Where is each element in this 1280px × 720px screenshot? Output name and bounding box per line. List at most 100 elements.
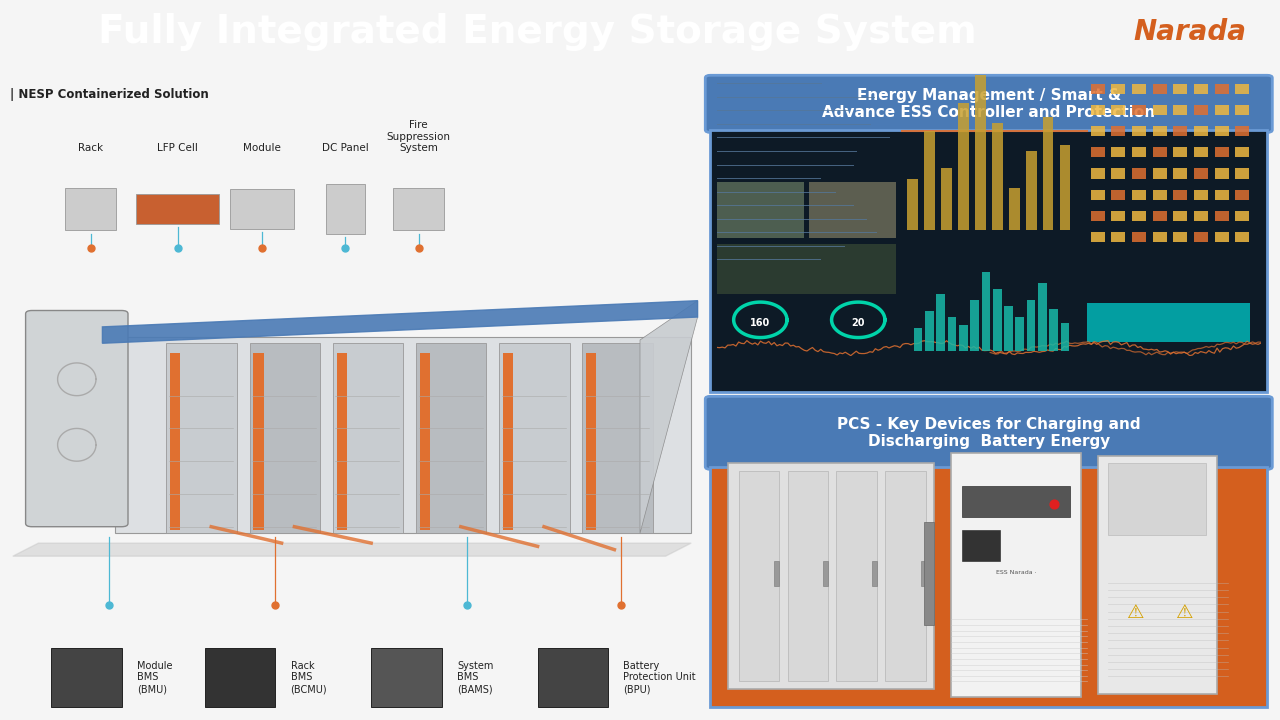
Text: Energy Management / Smart &
Advance ESS Controller and Protection: Energy Management / Smart & Advance ESS … <box>822 88 1156 120</box>
Bar <box>717 182 804 238</box>
Bar <box>1174 126 1188 136</box>
Bar <box>1091 126 1105 136</box>
Bar <box>710 467 1267 707</box>
Bar <box>1174 105 1188 115</box>
Bar <box>499 343 570 534</box>
Bar <box>1194 126 1208 136</box>
Bar <box>538 648 608 707</box>
Bar <box>1215 84 1229 94</box>
Bar <box>1111 105 1125 115</box>
Bar <box>229 189 293 228</box>
Bar <box>1194 211 1208 221</box>
Bar <box>1038 283 1047 351</box>
Bar <box>1009 188 1020 230</box>
Bar <box>924 522 934 625</box>
Bar <box>1152 126 1166 136</box>
Bar <box>1235 105 1249 115</box>
Text: ⚠: ⚠ <box>1176 603 1193 621</box>
Bar <box>1194 84 1208 94</box>
Bar <box>1132 126 1146 136</box>
Text: Module: Module <box>243 143 280 153</box>
Bar <box>326 184 365 233</box>
Bar <box>333 343 403 534</box>
Bar <box>1152 168 1166 179</box>
Bar <box>1111 211 1125 221</box>
Bar <box>1152 189 1166 199</box>
Bar <box>337 353 347 530</box>
Text: DC Panel: DC Panel <box>323 143 369 153</box>
Bar <box>170 353 180 530</box>
Bar <box>1152 105 1166 115</box>
Bar <box>1215 232 1229 242</box>
Bar <box>1235 211 1249 221</box>
Bar <box>250 343 320 534</box>
Bar <box>1060 145 1070 230</box>
Bar <box>1015 317 1024 351</box>
Bar <box>924 131 934 230</box>
Text: Narada: Narada <box>1134 19 1247 46</box>
Bar <box>1152 148 1166 158</box>
Bar <box>941 168 952 230</box>
Bar <box>371 648 442 707</box>
Bar <box>1174 148 1188 158</box>
Text: Fire
Suppression
System: Fire Suppression System <box>387 120 451 153</box>
Bar <box>1132 189 1146 199</box>
Bar <box>1235 126 1249 136</box>
Bar <box>51 648 122 707</box>
Text: System
BMS
(BAMS): System BMS (BAMS) <box>457 661 493 694</box>
Bar <box>951 453 1082 697</box>
Bar <box>1235 148 1249 158</box>
Text: | NESP Containerized Solution: | NESP Containerized Solution <box>10 88 209 101</box>
Bar <box>1091 84 1105 94</box>
Bar <box>1111 126 1125 136</box>
Bar <box>1235 232 1249 242</box>
Text: 20: 20 <box>851 318 865 328</box>
Bar <box>253 353 264 530</box>
Bar <box>1087 303 1251 342</box>
Bar <box>1091 211 1105 221</box>
Bar <box>920 561 927 587</box>
Bar <box>1111 232 1125 242</box>
Bar <box>1194 232 1208 242</box>
Bar <box>416 343 486 534</box>
Bar <box>420 353 430 530</box>
Bar <box>586 353 596 530</box>
Bar <box>1111 189 1125 199</box>
Bar <box>1194 168 1208 179</box>
Bar <box>914 328 923 351</box>
Bar <box>1043 117 1053 230</box>
Bar <box>975 75 986 230</box>
Bar <box>1091 105 1105 115</box>
Bar <box>970 300 979 351</box>
Bar <box>1235 189 1249 199</box>
Bar <box>1132 105 1146 115</box>
Bar <box>1235 168 1249 179</box>
Bar <box>1152 211 1166 221</box>
Bar <box>1174 232 1188 242</box>
Bar <box>961 530 1000 561</box>
Bar <box>166 343 237 534</box>
Bar <box>1215 189 1229 199</box>
Bar <box>1235 84 1249 94</box>
Bar <box>1061 323 1069 351</box>
Bar <box>837 471 877 681</box>
Bar <box>717 244 896 294</box>
Bar <box>1098 456 1217 694</box>
Bar <box>908 179 918 230</box>
Bar <box>1091 168 1105 179</box>
Text: Rack
BMS
(BCMU): Rack BMS (BCMU) <box>291 661 328 694</box>
Bar <box>1111 148 1125 158</box>
Bar <box>1108 463 1207 535</box>
Bar <box>65 188 116 230</box>
Text: PCS - Key Devices for Charging and
Discharging  Battery Energy: PCS - Key Devices for Charging and Disch… <box>837 417 1140 449</box>
Bar <box>937 294 945 351</box>
Bar <box>1132 232 1146 242</box>
Text: 160: 160 <box>750 318 771 328</box>
Bar <box>1174 168 1188 179</box>
Bar <box>959 325 968 351</box>
Bar <box>136 194 219 224</box>
Text: LFP Cell: LFP Cell <box>157 143 198 153</box>
Bar <box>582 343 653 534</box>
Text: Fully Integrated Energy Storage System: Fully Integrated Energy Storage System <box>99 14 977 51</box>
Bar <box>1215 105 1229 115</box>
